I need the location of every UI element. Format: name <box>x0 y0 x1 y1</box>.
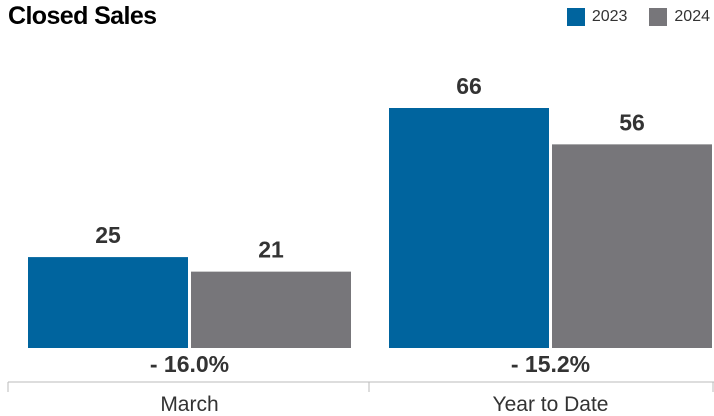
legend-swatch-2024 <box>649 8 668 26</box>
bar-2023-1 <box>389 108 549 348</box>
chart-title: Closed Sales <box>8 2 157 30</box>
legend-item-2024: 2024 <box>649 8 710 26</box>
bar-2024-0 <box>191 271 351 348</box>
legend-label-2024: 2024 <box>674 8 710 25</box>
category-label-1: Year to Date <box>493 393 609 416</box>
data-label-2023-1: 66 <box>456 73 482 99</box>
legend-label-2023: 2023 <box>591 8 628 25</box>
bar-2024-1 <box>552 144 712 348</box>
change-label-0: - 16.0% <box>150 351 229 377</box>
data-label-2024-1: 56 <box>619 109 645 135</box>
category-label-0: March <box>160 393 218 416</box>
legend-item-2023: 2023 <box>566 8 628 26</box>
change-label-1: - 15.2% <box>511 351 590 377</box>
data-label-2023-0: 25 <box>95 222 121 248</box>
legend-swatch-2023 <box>566 8 585 26</box>
data-label-2024-0: 21 <box>258 237 284 263</box>
legend: 2023 2024 <box>545 8 710 26</box>
bar-2023-0 <box>28 257 188 348</box>
